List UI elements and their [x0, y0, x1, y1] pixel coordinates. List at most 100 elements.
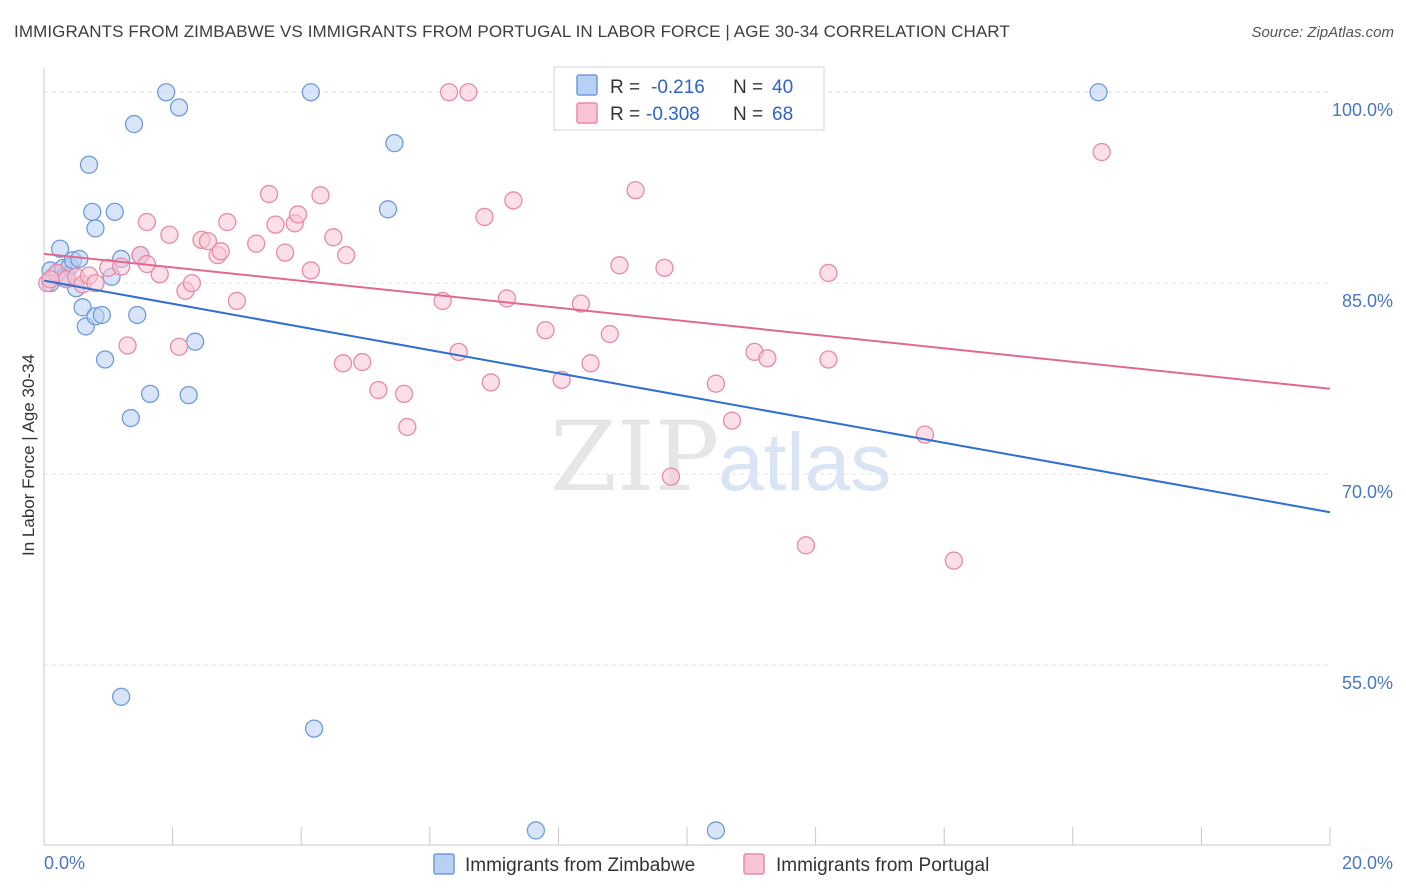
- point-zimbabwe-27: [169, 98, 189, 117]
- portugal-points: [38, 83, 1111, 570]
- point-portugal-44: [481, 373, 501, 392]
- point-portugal-67: [41, 270, 60, 289]
- axes: [43, 68, 1331, 846]
- bottom-legend-label-zimbabwe: Immigrants from Zimbabwe: [465, 855, 695, 876]
- point-portugal-14: [160, 225, 179, 244]
- point-portugal-47: [536, 321, 555, 340]
- point-portugal-33: [333, 354, 353, 373]
- point-portugal-55: [661, 467, 681, 486]
- x-tick-label-0: 0.0%: [44, 853, 85, 873]
- point-zimbabwe-26: [157, 83, 176, 102]
- watermark-zip: ZIP: [550, 401, 719, 513]
- point-portugal-19: [198, 231, 218, 251]
- point-zimbabwe-30: [301, 83, 320, 102]
- point-portugal-31: [311, 186, 330, 205]
- bottom-legend-swatch-portugal: [743, 853, 765, 875]
- legend-swatch-portugal: [576, 102, 598, 124]
- point-zimbabwe-29: [185, 332, 205, 351]
- legend-r-value-zimbabwe: -0.216: [651, 77, 705, 98]
- point-portugal-38: [398, 417, 417, 437]
- point-portugal-57: [722, 411, 742, 430]
- point-zimbabwe-10: [73, 298, 92, 317]
- point-portugal-61: [796, 536, 816, 555]
- chart-source: Source: ZipAtlas.com: [1251, 24, 1394, 41]
- point-zimbabwe-37: [1089, 83, 1108, 102]
- point-portugal-29: [288, 205, 308, 224]
- point-portugal-63: [819, 263, 838, 283]
- point-portugal-6: [86, 273, 105, 293]
- point-portugal-48: [552, 370, 571, 390]
- point-portugal-49: [571, 294, 591, 313]
- point-zimbabwe-23: [128, 305, 147, 325]
- point-zimbabwe-33: [385, 133, 404, 153]
- x-tick-label-1: 20.0%: [1342, 853, 1393, 873]
- legend-r-label-portugal: R =: [610, 104, 640, 125]
- watermark: ZIP atlas: [550, 401, 891, 513]
- point-portugal-27: [275, 243, 295, 262]
- legend-n-value-portugal: 68: [772, 104, 793, 125]
- point-zimbabwe-31: [304, 719, 324, 738]
- trend-lines: [43, 252, 1331, 514]
- point-portugal-43: [475, 207, 494, 227]
- point-zimbabwe-21: [121, 408, 140, 428]
- point-portugal-26: [266, 215, 285, 234]
- legend-n-label-portugal: N =: [733, 104, 763, 125]
- point-portugal-34: [337, 245, 356, 265]
- point-zimbabwe-36: [706, 821, 726, 840]
- trend-line-zimbabwe: [43, 279, 1331, 514]
- point-zimbabwe-22: [124, 114, 144, 134]
- point-portugal-13: [150, 265, 169, 284]
- point-portugal-62: [819, 350, 838, 369]
- point-portugal-24: [247, 234, 266, 253]
- point-portugal-30: [301, 261, 320, 280]
- point-portugal-50: [581, 354, 600, 373]
- point-portugal-65: [944, 551, 963, 570]
- point-portugal-56: [706, 374, 726, 393]
- point-portugal-52: [610, 256, 629, 275]
- point-zimbabwe-16: [92, 305, 112, 325]
- point-portugal-46: [504, 191, 523, 210]
- gridlines: [44, 91, 1330, 666]
- point-portugal-42: [459, 83, 478, 102]
- point-zimbabwe-34: [112, 687, 131, 706]
- legend-r-label-zimbabwe: R =: [610, 77, 640, 98]
- point-portugal-22: [218, 212, 237, 232]
- point-zimbabwe-15: [86, 219, 105, 238]
- x-tick-labels: 0.0% 20.0%: [44, 853, 1393, 873]
- point-zimbabwe-28: [179, 385, 198, 405]
- y-tick-labels: 55.0% 70.0% 85.0% 100.0%: [1332, 100, 1393, 693]
- point-zimbabwe-13: [83, 202, 102, 222]
- point-zimbabwe-19: [105, 202, 124, 222]
- legend-r-value-portugal: -0.308: [646, 104, 700, 125]
- bottom-legend-label-portugal: Immigrants from Portugal: [776, 855, 989, 876]
- legend-n-label-zimbabwe: N =: [733, 77, 763, 98]
- point-portugal-53: [626, 181, 645, 200]
- y-tick-label-1: 70.0%: [1342, 482, 1393, 502]
- legend-swatch-zimbabwe: [576, 74, 598, 96]
- point-zimbabwe-12: [79, 155, 99, 174]
- point-portugal-66: [1092, 142, 1111, 162]
- point-portugal-41: [449, 342, 468, 362]
- point-portugal-15: [169, 337, 189, 356]
- point-zimbabwe-25: [140, 384, 160, 404]
- bottom-legend-swatch-zimbabwe: [433, 853, 455, 875]
- y-tick-label-3: 100.0%: [1332, 100, 1393, 120]
- point-portugal-40: [439, 83, 459, 102]
- y-tick-label-0: 55.0%: [1342, 673, 1393, 693]
- point-portugal-9: [118, 336, 137, 355]
- point-portugal-21: [211, 242, 230, 261]
- point-zimbabwe-35: [526, 821, 546, 840]
- point-portugal-45: [497, 289, 517, 308]
- series-legend: Immigrants from Zimbabwe Immigrants from…: [433, 853, 989, 876]
- point-portugal-59: [758, 349, 777, 368]
- point-zimbabwe-32: [378, 200, 398, 219]
- point-zimbabwe-3: [50, 239, 70, 258]
- point-portugal-54: [655, 258, 674, 278]
- watermark-atlas: atlas: [718, 417, 891, 508]
- point-zimbabwe-17: [95, 350, 115, 369]
- point-portugal-32: [324, 228, 343, 247]
- point-portugal-51: [600, 324, 619, 344]
- y-tick-label-2: 85.0%: [1342, 291, 1393, 311]
- legend-n-value-zimbabwe: 40: [772, 77, 793, 98]
